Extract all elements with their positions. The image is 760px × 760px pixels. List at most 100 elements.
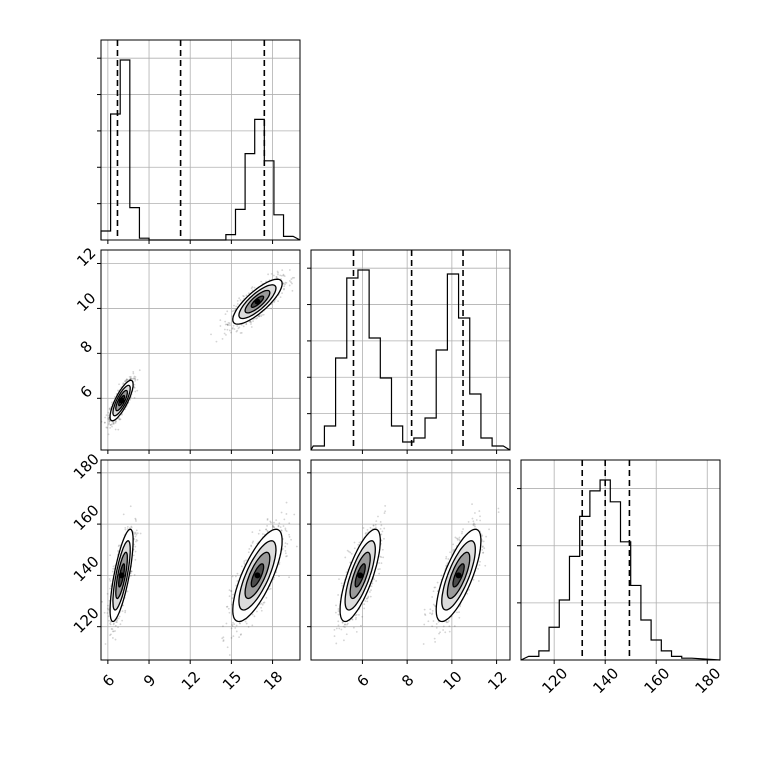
joint-p0-p1-scatter-point <box>283 282 285 285</box>
joint-p1-p2-scatter-point <box>434 641 437 643</box>
joint-p1-p2-scatter-point <box>382 556 385 559</box>
joint-p0-p2-scatter-point <box>134 535 137 538</box>
joint-p1-p2-scatter-point <box>371 582 374 585</box>
joint-p0-p1-scatter-point <box>134 378 137 381</box>
joint-p1-p2-scatter-point <box>334 611 337 614</box>
joint-p0-p2-scatter-point <box>261 533 264 535</box>
joint-p0-p1-scatter-point <box>279 274 282 277</box>
joint-p0-p2-scatter-point <box>114 638 117 641</box>
joint-p1-p2-scatter-point <box>472 523 475 526</box>
joint-p0-p2-scatter-point <box>260 602 263 605</box>
joint-p0-p2-scatter-point <box>225 605 228 608</box>
joint-p0-p1-scatter-point <box>224 313 227 316</box>
joint-p0-p1-scatter-point <box>103 421 106 424</box>
joint-p1-p2-scatter-point <box>488 528 490 531</box>
joint-p0-p2-scatter-point <box>103 611 106 614</box>
joint-p0-p2-scatter-point <box>134 517 137 520</box>
joint-p0-p2-scatter-point <box>271 525 274 528</box>
joint-p0-p1-scatter-point <box>107 423 110 426</box>
joint-p0-p1-scatter-point <box>119 418 122 421</box>
joint-p0-p2-scatter-point <box>222 639 225 642</box>
joint-p0-p1-ytick-label-2: 10 <box>73 289 99 315</box>
joint-p1-p2-marks <box>333 503 500 645</box>
joint-p0-p1-scatter-point <box>109 407 111 410</box>
joint-p1-p2-scatter-point <box>365 597 368 600</box>
joint-p0-p1-scatter-point <box>282 273 285 276</box>
joint-p1-p2-scatter-point <box>335 604 337 607</box>
joint-p0-p1-scatter-point <box>227 323 229 326</box>
joint-p0-p1-scatter-point <box>224 320 227 323</box>
joint-p1-p2-scatter-point <box>379 527 382 530</box>
joint-p1-p2-scatter-point <box>333 628 336 631</box>
joint-p1-p2-scatter-point <box>458 538 461 541</box>
joint-p1-p2-scatter-point <box>360 624 362 627</box>
joint-p1-p2-scatter-point <box>354 618 357 621</box>
joint-p0-p2-scatter-point <box>230 590 233 593</box>
joint-p0-p1-scatter-point <box>125 379 128 382</box>
joint-p0-p2-scatter-point <box>126 528 129 530</box>
joint-p0-p2-scatter-point <box>278 563 281 566</box>
joint-p0-p2-scatter-point <box>114 624 117 627</box>
joint-p0-p2-scatter-point <box>266 524 268 527</box>
joint-p0-p2-scatter-point <box>132 554 135 557</box>
joint-p1-p2-scatter-point <box>365 531 367 534</box>
joint-p0-p2-scatter-point <box>106 592 109 595</box>
joint-p1-p2-scatter-point <box>343 639 345 642</box>
joint-p1-p2-scatter-point <box>340 628 343 631</box>
joint-p1-p2-scatter-point <box>337 608 340 610</box>
joint-p0-p2-scatter-point <box>239 622 241 625</box>
joint-p1-p2-scatter-point <box>381 530 384 533</box>
joint-p0-p1-scatter-point <box>129 375 132 378</box>
joint-p0-p2-scatter-point <box>251 613 254 616</box>
joint-p0-p1-scatter-point <box>219 325 222 327</box>
joint-p0-p2-scatter-point <box>282 525 285 527</box>
joint-p1-p2-scatter-point <box>472 520 475 523</box>
joint-p0-p2-scatter-point <box>250 544 253 547</box>
joint-p0-p1-scatter-point <box>253 286 256 289</box>
joint-p0-p1-scatter-point <box>288 280 291 282</box>
joint-p0-p2-border <box>100 459 301 661</box>
joint-p0-p2-scatter-point <box>273 526 276 529</box>
joint-p0-p1-scatter-point <box>107 417 110 420</box>
joint-p0-p2-scatter-point <box>130 570 133 573</box>
joint-p0-p1-scatter-point <box>235 305 238 308</box>
joint-p0-p2-scatter-point <box>269 520 272 523</box>
joint-p0-p2-scatter-point <box>231 623 234 626</box>
joint-p0-p1-scatter-point <box>283 288 285 291</box>
joint-p1-p2-scatter-point <box>361 615 364 618</box>
hist-p2-xtick-label-2: 160 <box>640 664 673 697</box>
joint-p0-p1-scatter-point <box>249 320 252 323</box>
joint-p0-p2-scatter-point <box>117 549 120 552</box>
joint-p1-p2-scatter-point <box>424 614 427 616</box>
joint-p0-p1-scatter-point <box>281 269 284 272</box>
joint-p0-p2-scatter-point <box>286 555 288 557</box>
joint-p1-p2-scatter-point <box>337 624 340 627</box>
joint-p0-p1-scatter-point <box>125 378 128 381</box>
joint-p1-p2-scatter-point <box>350 552 353 555</box>
joint-p0-p2-scatter-point <box>221 637 224 640</box>
joint-p0-p1-scatter-point <box>124 380 126 383</box>
joint-p0-p2-scatter-point <box>134 518 137 521</box>
joint-p0-p1-border <box>100 249 301 451</box>
joint-p0-p2-scatter-point <box>111 628 114 630</box>
joint-p0-p2-scatter-point <box>260 606 263 609</box>
joint-p0-p2-scatter-point <box>109 587 111 590</box>
joint-p0-p1-scatter-point <box>114 422 117 424</box>
joint-p1-p2-scatter-point <box>466 592 469 595</box>
joint-p0-p1-scatter-point <box>284 281 287 284</box>
joint-p1-p2-scatter-point <box>353 547 356 550</box>
joint-p0-p2-scatter-point <box>230 627 233 630</box>
joint-p1-p2-scatter-point <box>352 626 355 629</box>
hist-p2-histogram <box>520 479 721 661</box>
joint-p0-p1-scatter-point <box>267 273 270 276</box>
joint-p1-p2-scatter-point <box>478 510 481 512</box>
joint-p1-p2-scatter-point <box>340 582 343 585</box>
joint-p0-p1-scatter-point <box>136 378 139 381</box>
joint-p0-p2-scatter-point <box>107 608 110 611</box>
joint-p0-p2-scatter-point <box>118 615 121 618</box>
joint-p1-p2-density-peak-0 <box>357 572 364 579</box>
joint-p1-p2-scatter-point <box>380 524 383 527</box>
joint-p1-p2-scatter-point <box>366 600 369 603</box>
joint-p0-p1-scatter-point <box>133 377 136 380</box>
